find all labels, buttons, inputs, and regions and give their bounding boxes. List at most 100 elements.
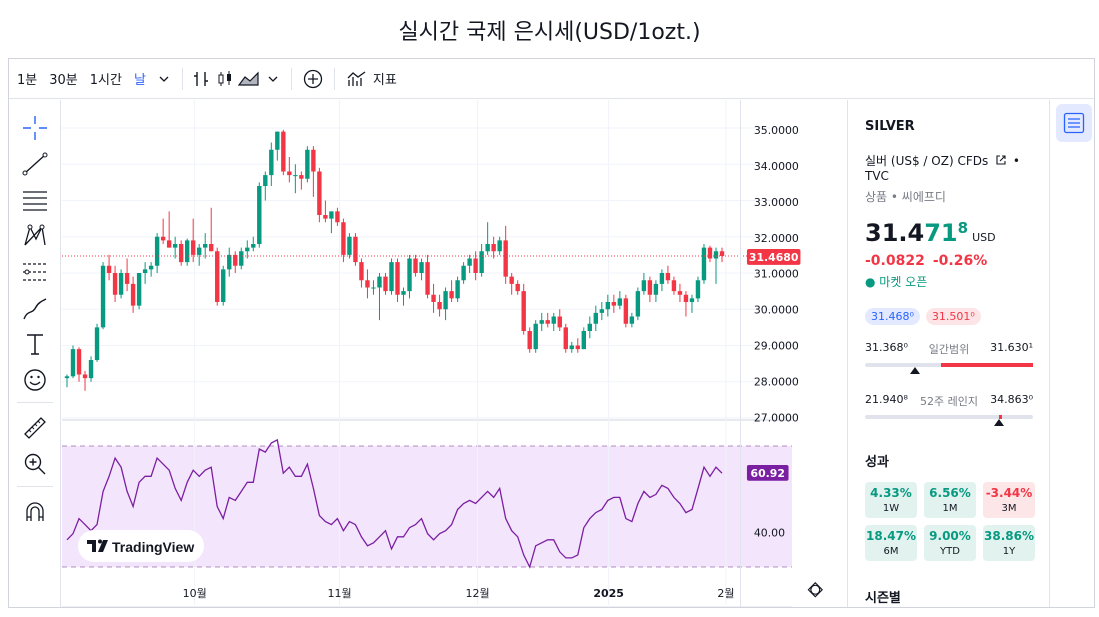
candle bbox=[148, 262, 154, 277]
candle-body bbox=[317, 171, 322, 215]
candle bbox=[323, 200, 328, 223]
candle bbox=[683, 291, 689, 317]
candle-body bbox=[197, 247, 202, 255]
y-tick-label: 30.0000 bbox=[754, 304, 799, 317]
symbol-category: 상품 • 씨에프디 bbox=[865, 190, 946, 204]
candle-body bbox=[653, 283, 659, 295]
interval-1d[interactable]: 날 bbox=[133, 73, 146, 88]
x-tick-label: 10월 bbox=[183, 587, 207, 600]
performance-cell[interactable]: 38.86% 1Y bbox=[983, 525, 1035, 561]
emoji-icon[interactable] bbox=[21, 366, 49, 394]
candle bbox=[112, 265, 118, 302]
candle bbox=[401, 287, 406, 306]
candle-body bbox=[154, 236, 160, 266]
candle-body bbox=[629, 316, 635, 324]
candle bbox=[142, 262, 148, 284]
candle bbox=[671, 276, 677, 295]
week-range-marker bbox=[994, 419, 1005, 426]
compare-add-icon[interactable] bbox=[298, 65, 328, 93]
candle-body bbox=[461, 265, 466, 281]
price-axis[interactable]: 35.0000 34.0000 33.0000 32.0000 31.0000 30.00… bbox=[740, 100, 846, 607]
candle bbox=[239, 247, 244, 270]
tradingview-logo[interactable]: TradingView bbox=[78, 530, 204, 562]
candle bbox=[521, 283, 526, 335]
symbol-name[interactable]: SILVER bbox=[865, 119, 915, 134]
interval-1h[interactable]: 1시간 bbox=[89, 73, 122, 88]
candle-body bbox=[287, 171, 292, 176]
x-tick-label: 2월 bbox=[717, 587, 734, 600]
zoom-in-icon[interactable] bbox=[21, 450, 49, 478]
candle bbox=[713, 247, 719, 284]
bar-chart-icon[interactable] bbox=[189, 65, 213, 93]
trend-line-icon[interactable] bbox=[21, 150, 49, 178]
performance-cell[interactable]: 6.56% 1M bbox=[924, 482, 976, 518]
performance-cell[interactable]: 9.00% YTD bbox=[924, 525, 976, 561]
performance-cell[interactable]: -3.44% 3M bbox=[983, 482, 1035, 518]
candle bbox=[82, 370, 88, 391]
candle-body bbox=[203, 244, 208, 248]
performance-cell[interactable]: 18.47% 6M bbox=[865, 525, 917, 561]
rsi-value-label: 60.92 bbox=[751, 467, 785, 480]
candle-body bbox=[251, 244, 256, 248]
candle bbox=[425, 254, 430, 299]
interval-1m[interactable]: 1분 bbox=[17, 73, 38, 88]
candle bbox=[94, 323, 100, 362]
current-price: 31.4 71 8 USD bbox=[865, 219, 1033, 247]
candle bbox=[377, 273, 382, 321]
candle-body bbox=[581, 331, 586, 350]
indicators-button[interactable]: 지표 bbox=[341, 65, 403, 93]
candle-body bbox=[136, 273, 142, 306]
magnet-icon[interactable] bbox=[21, 498, 49, 526]
brush-icon[interactable] bbox=[21, 294, 49, 322]
price-chart[interactable]: 10월 11월 12월 2025 2월 TradingView bbox=[62, 100, 792, 607]
candle-body bbox=[64, 376, 70, 379]
fib-retracement-icon[interactable] bbox=[21, 186, 49, 214]
drawbar-divider bbox=[17, 402, 53, 403]
y-tick-label: 33.0000 bbox=[754, 196, 799, 209]
candle bbox=[647, 276, 653, 302]
week-range-fill bbox=[999, 415, 1003, 419]
crosshair-icon[interactable] bbox=[21, 114, 49, 142]
performance-value: 6.56% bbox=[929, 486, 971, 500]
forecast-icon[interactable] bbox=[21, 258, 49, 286]
candle-body bbox=[707, 247, 713, 259]
pattern-icon[interactable] bbox=[21, 222, 49, 250]
market-status: ● 마켓 오픈 bbox=[865, 275, 928, 289]
external-link-icon[interactable] bbox=[995, 154, 1007, 166]
text-tool-icon[interactable] bbox=[21, 330, 49, 358]
day-range-bar bbox=[865, 363, 1033, 374]
candle-body bbox=[473, 258, 478, 273]
ruler-icon[interactable] bbox=[21, 414, 49, 442]
candle-body bbox=[383, 276, 388, 292]
symbol-description: 실버 (US$ / OZ) CFDs • TVC bbox=[865, 152, 1033, 183]
candle-body bbox=[563, 327, 568, 350]
area-chart-icon[interactable] bbox=[237, 65, 261, 93]
candle-body bbox=[413, 258, 418, 273]
settings-icon[interactable] bbox=[807, 582, 823, 598]
day-range-row: 31.368⁰ 일간범위 31.630¹ bbox=[865, 341, 1033, 357]
change-abs: -0.0822 bbox=[865, 253, 925, 269]
interval-dropdown-icon[interactable] bbox=[152, 65, 176, 93]
candle bbox=[599, 302, 605, 321]
x-tick-label: 11월 bbox=[327, 587, 351, 600]
candle-body bbox=[329, 211, 334, 219]
candle-body bbox=[713, 251, 719, 259]
candle bbox=[413, 254, 418, 277]
change-pct: -0.26% bbox=[932, 253, 988, 269]
candle-body bbox=[623, 298, 629, 324]
candle-body bbox=[671, 280, 677, 292]
candle bbox=[509, 273, 514, 295]
candle bbox=[467, 254, 472, 273]
interval-30m[interactable]: 30분 bbox=[49, 73, 78, 88]
x-tick-label: 2025 bbox=[593, 587, 624, 600]
candles-chart-icon[interactable] bbox=[213, 65, 237, 93]
performance-period: 1W bbox=[882, 503, 900, 514]
candle-body bbox=[617, 298, 623, 306]
performance-cell[interactable]: 4.33% 1W bbox=[865, 482, 917, 518]
y-tick-label: 27.0000 bbox=[754, 411, 799, 424]
details-panel-button[interactable] bbox=[1056, 104, 1092, 142]
performance-period: 1Y bbox=[1002, 546, 1016, 557]
candle-body bbox=[335, 211, 340, 223]
candle bbox=[677, 283, 683, 302]
chart-type-dropdown-icon[interactable] bbox=[261, 65, 285, 93]
